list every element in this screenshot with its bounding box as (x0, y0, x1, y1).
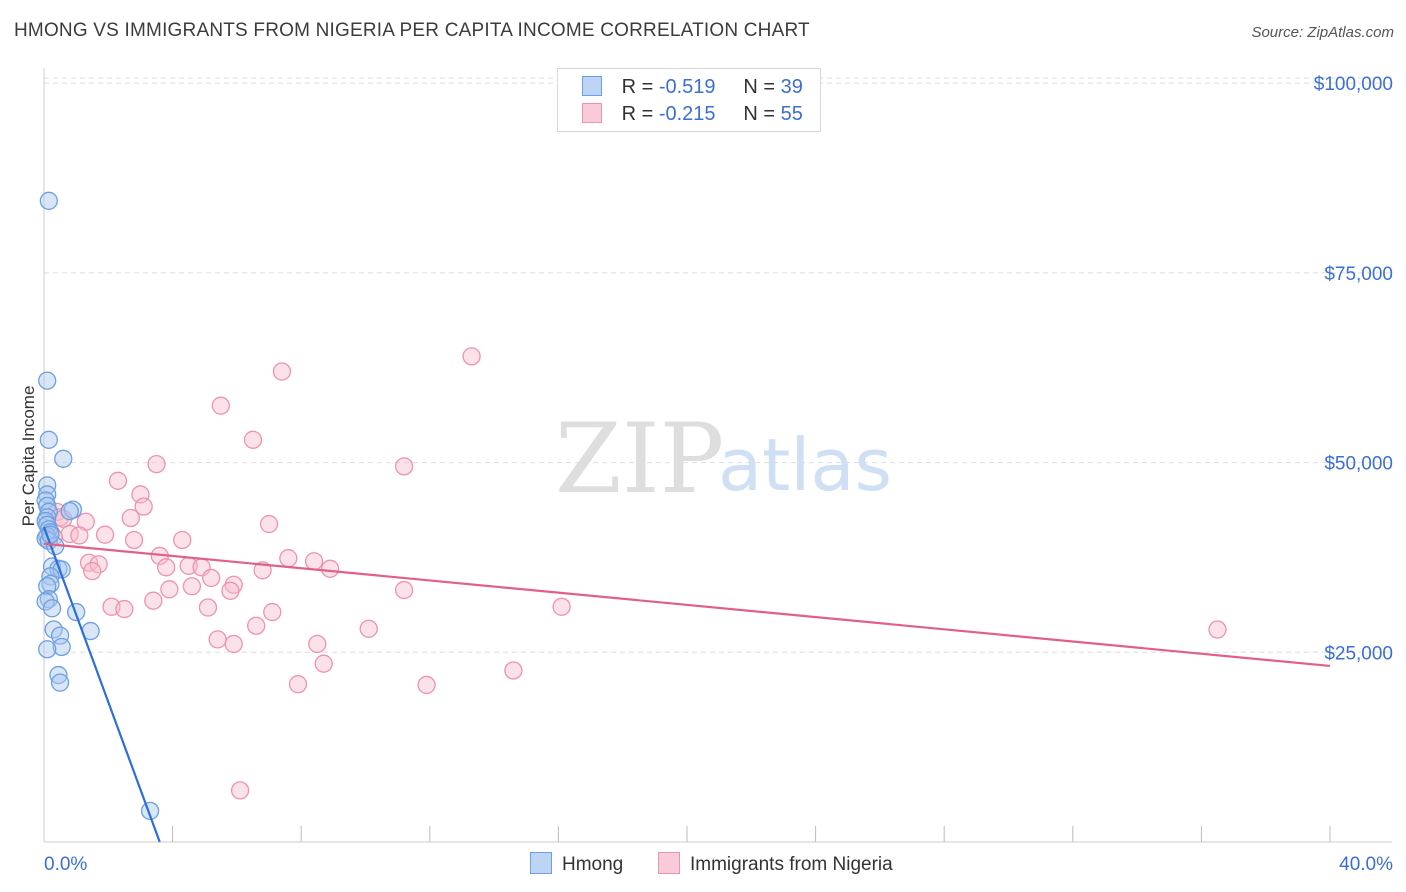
trend-lines (42, 526, 1331, 843)
nigeria-trend-line (43, 542, 1331, 668)
nigeria-point (308, 634, 327, 654)
hmong-legend-swatch (530, 852, 552, 874)
nigeria-point (121, 508, 140, 528)
nigeria-point (394, 457, 414, 476)
nigeria-point (253, 561, 272, 580)
nigeria-point (224, 634, 243, 654)
nigeria-points (44, 347, 1227, 800)
source-credit: Source: ZipAtlas.com (1251, 24, 1394, 41)
nigeria-point (272, 362, 292, 381)
nigeria-point (173, 530, 192, 550)
nigeria-point (83, 561, 102, 581)
hmong-point (50, 626, 70, 645)
hmong-point (36, 592, 55, 611)
hmong-n-label: N = (743, 76, 776, 98)
nigeria-point (259, 514, 279, 534)
nigeria-point (108, 471, 128, 490)
nigeria-n-label: N = (743, 103, 776, 125)
axes (43, 68, 1392, 843)
y-tick-label: $75,000 (1324, 264, 1393, 285)
legend-item-nigeria: Immigrants from Nigeria (658, 852, 893, 876)
nigeria-point (134, 497, 153, 516)
nigeria-point (198, 598, 218, 617)
hmong-point (60, 502, 79, 521)
nigeria-point (144, 591, 163, 610)
hmong-point (38, 371, 57, 390)
hmong-point (52, 637, 71, 657)
watermark-atlas: atlas (718, 423, 892, 507)
hmong-trend-line (42, 526, 161, 843)
hmong-point (54, 449, 73, 468)
hmong-point (38, 640, 57, 659)
hmong-point (50, 673, 70, 692)
watermark-zip: ZIP (555, 403, 724, 515)
nigeria-point (288, 675, 308, 694)
hmong-legend-label: Hmong (562, 854, 624, 875)
nigeria-point (230, 781, 250, 800)
correlation-legend: R = -0.519 N = 39 R = -0.215 N = 55 (557, 68, 821, 132)
nigeria-point (124, 530, 144, 550)
nigeria-point (320, 559, 340, 578)
nigeria-legend-swatch (658, 852, 680, 874)
nigeria-point (147, 454, 166, 474)
nigeria-point (314, 654, 333, 673)
nigeria-point (160, 580, 179, 599)
legend-row-hmong: R = -0.519 N = 39 (582, 76, 803, 100)
nigeria-point (211, 396, 230, 415)
x-tick-label-max: 40.0% (1339, 854, 1393, 875)
hmong-point (41, 567, 60, 586)
nigeria-point (243, 430, 263, 449)
legend-row-nigeria: R = -0.215 N = 55 (582, 103, 803, 127)
nigeria-point (304, 552, 324, 571)
nigeria-point (247, 616, 266, 635)
nigeria-legend-label: Immigrants from Nigeria (690, 854, 893, 875)
gridlines (44, 77, 1392, 653)
nigeria-r-label: R = (621, 103, 654, 125)
nigeria-point (89, 555, 108, 574)
nigeria-point (504, 661, 523, 680)
hmong-n-value: 39 (780, 76, 803, 98)
y-tick-label: $25,000 (1324, 643, 1393, 664)
hmong-point (49, 665, 68, 685)
nigeria-point (462, 347, 481, 366)
nigeria-point (115, 599, 134, 619)
nigeria-point (1208, 620, 1227, 639)
nigeria-point (394, 580, 414, 600)
nigeria-swatch (582, 103, 602, 123)
nigeria-r-value: -0.215 (658, 103, 716, 125)
nigeria-point (70, 526, 89, 545)
watermark: ZIP atlas (555, 403, 892, 515)
nigeria-point (208, 630, 227, 649)
hmong-r-label: R = (621, 76, 654, 98)
hmong-point (39, 430, 58, 449)
nigeria-point (182, 577, 202, 596)
nigeria-point (157, 558, 176, 577)
tick-labels: $25,000 $50,000 $75,000 $100,000 0.0% 40.0% (44, 74, 1393, 875)
y-tick-label: $50,000 (1324, 454, 1393, 475)
x-tick-label-min: 0.0% (44, 854, 87, 875)
nigeria-point (279, 549, 298, 568)
nigeria-point (263, 602, 282, 622)
hmong-swatch (582, 76, 602, 96)
hmong-r-value: -0.519 (658, 76, 716, 98)
hmong-point (41, 574, 60, 594)
y-axis-label: Per Capita Income (19, 386, 38, 527)
chart-title: HMONG VS IMMIGRANTS FROM NIGERIA PER CAP… (14, 20, 810, 41)
hmong-point (42, 599, 62, 618)
legend-item-hmong: Hmong (530, 852, 623, 876)
nigeria-point (95, 525, 115, 544)
hmong-point (39, 191, 58, 210)
nigeria-point (417, 675, 436, 695)
y-tick-label: $100,000 (1314, 74, 1393, 95)
nigeria-point (552, 597, 571, 616)
nigeria-point (359, 619, 378, 638)
nigeria-n-value: 55 (780, 103, 803, 125)
nigeria-point (202, 568, 221, 588)
nigeria-point (221, 581, 240, 600)
